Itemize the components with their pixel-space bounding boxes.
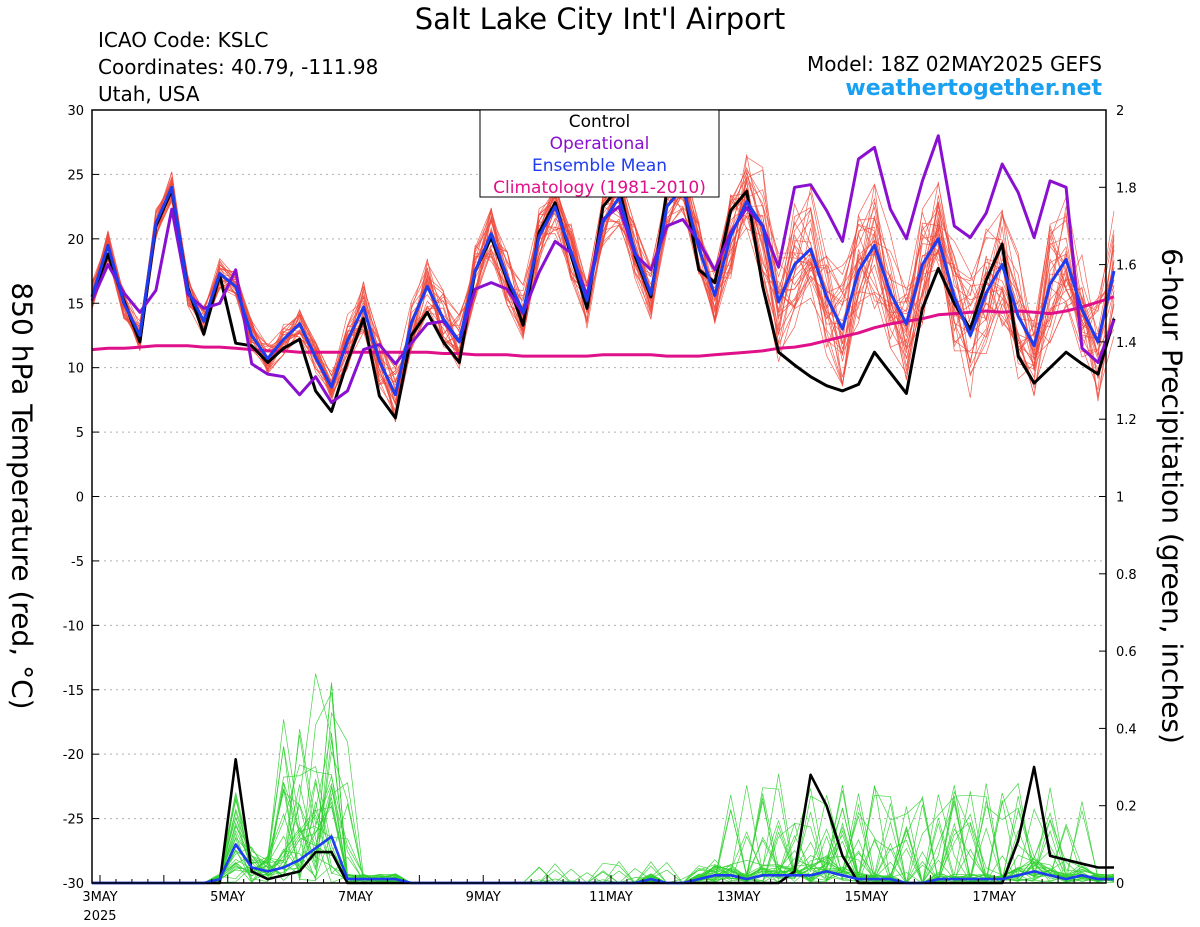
y2-tick-label: 0.6 bbox=[1116, 645, 1137, 660]
x-tick-label: 13MAY bbox=[717, 890, 761, 905]
x-tick-label: 17MAY bbox=[972, 890, 1016, 905]
series-control bbox=[90, 179, 1116, 420]
region: Utah, USA bbox=[98, 82, 200, 106]
y2-tick-label: 0.4 bbox=[1116, 722, 1137, 737]
y2-tick-label: 0.8 bbox=[1116, 568, 1137, 583]
y-tick-label: 25 bbox=[67, 168, 84, 183]
series-ensemble-mean bbox=[90, 185, 1116, 397]
y2-tick-label: 1.4 bbox=[1116, 336, 1137, 351]
x-tick-label: 7MAY bbox=[338, 890, 373, 905]
y-tick-label: 0 bbox=[76, 491, 84, 506]
y-tick-label: 5 bbox=[76, 426, 84, 441]
x-tick-label: 9MAY bbox=[466, 890, 501, 905]
ensemble-member-precipitation bbox=[92, 682, 1115, 884]
y2-tick-label: 0 bbox=[1116, 877, 1124, 892]
y-tick-label: 15 bbox=[67, 297, 84, 312]
y2-tick-label: 1.8 bbox=[1116, 181, 1137, 196]
y-tick-label: -10 bbox=[63, 619, 84, 634]
x-tick-label: 11MAY bbox=[589, 890, 633, 905]
legend-entry: Climatology (1981-2010) bbox=[493, 178, 706, 198]
y-tick-label: 20 bbox=[67, 233, 84, 248]
y2-tick-label: 1 bbox=[1116, 491, 1124, 506]
coordinates: Coordinates: 40.79, -111.98 bbox=[98, 55, 379, 79]
x-tick-label: 3MAY bbox=[82, 890, 117, 905]
model-run: Model: 18Z 02MAY2025 GEFS bbox=[807, 52, 1102, 76]
y-tick-label: -20 bbox=[63, 748, 84, 763]
ensemble-member-precipitation bbox=[92, 682, 1115, 884]
legend-box bbox=[479, 109, 720, 198]
y2-tick-label: 0.2 bbox=[1116, 800, 1137, 815]
site-link[interactable]: weathertogether.net bbox=[845, 76, 1102, 101]
y-tick-label: -5 bbox=[71, 555, 84, 570]
legend-entry: Operational bbox=[550, 134, 650, 154]
x-tick-year: 2025 bbox=[83, 909, 116, 924]
y-tick-label: -15 bbox=[63, 684, 84, 699]
chart-title: Salt Lake City Int'l Airport bbox=[414, 2, 786, 36]
icao-code: ICAO Code: KSLC bbox=[98, 28, 269, 52]
y-tick-label: 30 bbox=[67, 104, 84, 119]
x-tick-label: 15MAY bbox=[845, 890, 889, 905]
y2-tick-label: 2 bbox=[1116, 104, 1124, 119]
ensemble-member-precipitation bbox=[92, 691, 1115, 884]
y2-tick-label: 1.6 bbox=[1116, 259, 1137, 274]
ensemble-member-precipitation bbox=[92, 734, 1115, 884]
legend-entry: Control bbox=[569, 112, 630, 132]
legend-entry: Ensemble Mean bbox=[532, 156, 667, 176]
x-tick-label: 5MAY bbox=[210, 890, 245, 905]
y-tick-label: -30 bbox=[63, 877, 84, 892]
ensemble-member-temperature bbox=[91, 170, 1115, 415]
y-tick-label: 10 bbox=[67, 362, 84, 377]
ensemble-member-temperature bbox=[91, 160, 1115, 421]
ensemble-member-precipitation bbox=[92, 775, 1115, 884]
ensemble-member-precipitation bbox=[92, 673, 1115, 884]
y-tick-label: -25 bbox=[63, 813, 84, 828]
y2-tick-label: 1.2 bbox=[1116, 413, 1137, 428]
